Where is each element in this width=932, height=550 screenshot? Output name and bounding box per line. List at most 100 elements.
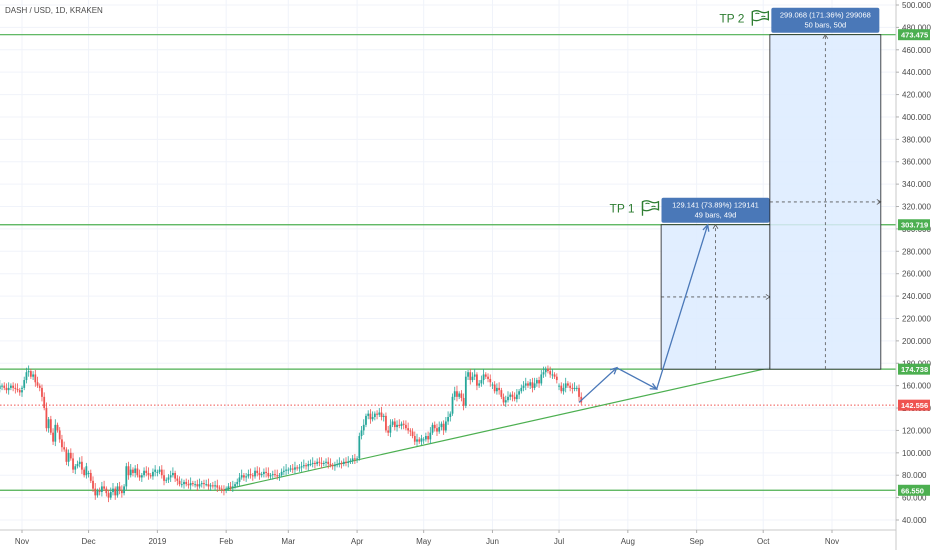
candle-body (178, 480, 181, 485)
candle-body (74, 466, 77, 470)
candle-body (240, 475, 243, 478)
candle-body (32, 374, 34, 377)
candle-body (500, 390, 503, 397)
candle-body (282, 470, 285, 472)
candle-body (533, 383, 536, 388)
candle-body (360, 430, 363, 437)
candle-body (267, 472, 270, 477)
candle-body (367, 413, 370, 416)
candle-body (467, 372, 469, 377)
candle-body (460, 393, 463, 398)
x-tick-label: Jul (554, 537, 564, 546)
candle-body (256, 470, 259, 473)
candle-body (225, 488, 228, 490)
candle-body (471, 376, 474, 381)
candle-body (487, 376, 489, 379)
candle-body (396, 424, 398, 428)
candle-body (549, 371, 552, 375)
projection-arrowhead (649, 382, 659, 390)
candle-body (205, 484, 208, 486)
trendline[interactable] (223, 367, 770, 491)
flag-icon (751, 10, 769, 26)
x-tick-label: Sep (690, 537, 705, 546)
candle-body (575, 387, 578, 389)
y-tick-label: 60.000 (902, 494, 927, 503)
candle-body (522, 385, 525, 388)
candle-body (23, 380, 26, 388)
candle-body (140, 475, 143, 478)
candle-body (327, 461, 330, 465)
candle-body (107, 493, 110, 498)
candle-body (373, 413, 376, 417)
candle-body (336, 464, 339, 466)
x-tick-label: Nov (825, 537, 839, 546)
box-arrow-up (712, 223, 719, 229)
candle-body (502, 396, 505, 403)
candle-body (145, 470, 148, 473)
candle-body (49, 419, 52, 433)
candle-body (143, 470, 145, 476)
candle-body (172, 472, 174, 476)
x-tick-label: May (416, 537, 431, 546)
box-arrow-right (876, 199, 882, 205)
measure-label-bg (661, 197, 770, 223)
candle-body (531, 382, 534, 388)
candle-body (449, 413, 452, 417)
y-tick-label: 220.000 (902, 314, 931, 323)
candle-body (347, 461, 350, 463)
candle-body (507, 396, 509, 401)
candle-body (25, 372, 28, 381)
candle-body (10, 385, 12, 388)
y-tick-label: 340.000 (902, 180, 931, 189)
candle-body (234, 484, 236, 487)
candle-body (340, 462, 343, 465)
price-label-text: 473.475 (901, 31, 928, 40)
candle-body (391, 421, 394, 425)
candle-body (269, 475, 272, 477)
y-tick-label: 360.000 (902, 158, 931, 167)
projection-path[interactable] (578, 224, 709, 403)
candle-body (442, 423, 445, 431)
candle-body (378, 412, 381, 415)
candle-body (529, 382, 532, 386)
candle-body (125, 466, 128, 487)
candle-body (16, 389, 19, 391)
candle-body (422, 439, 425, 441)
candle-body (440, 423, 443, 428)
candle-body (551, 374, 554, 376)
candle-body (480, 380, 483, 384)
candle-body (309, 464, 312, 466)
candle-body (265, 471, 268, 473)
candle-body (353, 458, 356, 460)
candle-body (78, 461, 81, 465)
candle-body (34, 374, 37, 383)
candle-body (402, 423, 405, 425)
candle-body (365, 415, 367, 425)
candle-body (436, 428, 438, 432)
candle-body (209, 485, 212, 487)
candle-body (356, 458, 358, 460)
candle-body (174, 472, 177, 479)
candle-body (473, 374, 476, 377)
candle-body (458, 393, 461, 397)
candle-body (47, 419, 50, 429)
x-tick-label: Oct (757, 537, 770, 546)
candle-body (287, 469, 290, 471)
candle-body (289, 468, 292, 470)
candle-body (427, 436, 430, 440)
time-axis[interactable]: Nov Dec 2019 Feb Mar Apr May Jun Jul Aug Sep Oct Nov (15, 530, 839, 546)
candle-body (496, 387, 498, 392)
candle-body (334, 465, 336, 467)
box-layer (660, 33, 882, 370)
candle-body (243, 475, 245, 478)
label-layer: 473.475 303.719 174.738 66.550 142.556 (898, 29, 930, 496)
y-tick-label: 420.000 (902, 91, 931, 100)
candle-body (564, 383, 567, 388)
candle-body (276, 475, 279, 477)
candle-body (291, 468, 294, 470)
candle-body (214, 485, 216, 487)
candle-body (165, 479, 168, 481)
y-tick-label: 460.000 (902, 46, 931, 55)
candle-body (56, 424, 59, 431)
